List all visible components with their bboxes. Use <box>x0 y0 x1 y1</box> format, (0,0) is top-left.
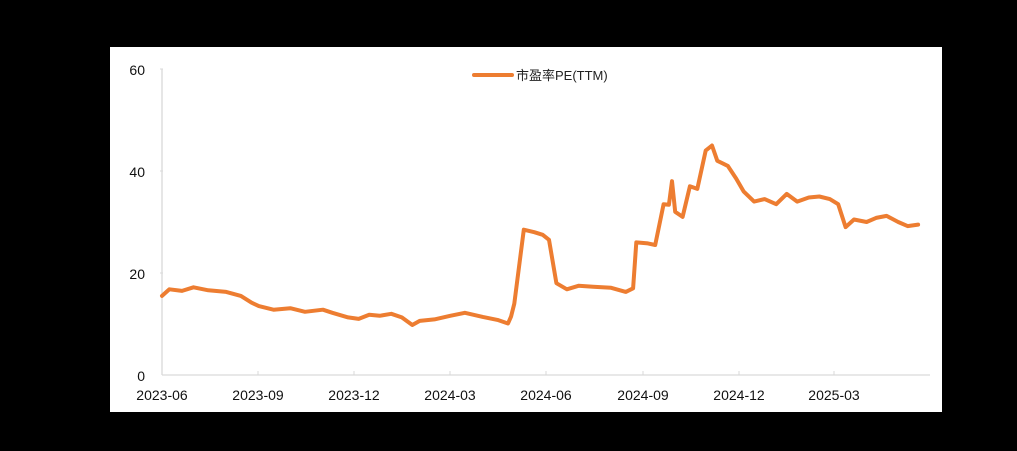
legend-label: 市盈率PE(TTM) <box>516 68 608 83</box>
y-ticks <box>160 68 163 274</box>
x-tick-label: 2024-03 <box>424 387 476 403</box>
x-tick-label: 2025-03 <box>808 387 860 403</box>
x-tick-label: 2023-09 <box>232 387 284 403</box>
x-tick-label: 2023-06 <box>136 387 188 403</box>
y-tick-label-20: 20 <box>129 266 145 282</box>
y-tick-label-60: 60 <box>129 62 145 78</box>
x-tick-label: 2024-12 <box>713 387 765 403</box>
x-tick-label: 2024-06 <box>520 387 572 403</box>
x-ticks <box>257 371 835 375</box>
y-tick-label-40: 40 <box>129 164 145 180</box>
x-tick-label: 2024-09 <box>617 387 669 403</box>
y-tick-label-0: 0 <box>137 368 145 384</box>
series-line-pe-ttm <box>160 143 921 327</box>
x-tick-label: 2023-12 <box>328 387 380 403</box>
legend[interactable]: 市盈率PE(TTM) <box>472 68 608 83</box>
